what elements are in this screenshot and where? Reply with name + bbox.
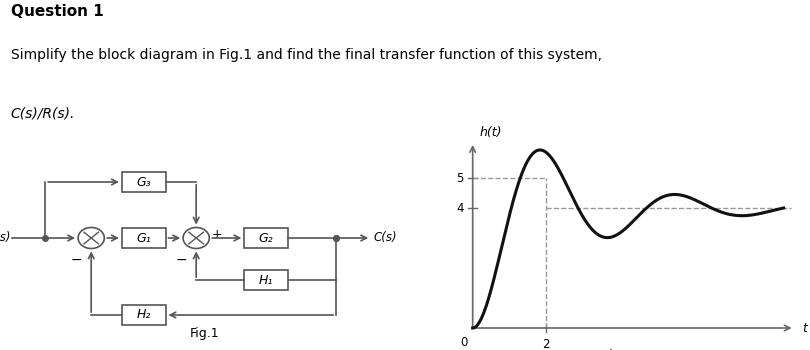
Bar — [122, 305, 165, 325]
Bar — [245, 228, 288, 248]
Text: Fig.1: Fig.1 — [190, 327, 220, 340]
Circle shape — [78, 228, 104, 248]
Text: R(s): R(s) — [0, 231, 11, 245]
Text: 5: 5 — [456, 172, 463, 184]
Text: G₃: G₃ — [136, 175, 151, 189]
Text: Question 1: Question 1 — [11, 4, 104, 19]
Text: Fig.2: Fig.2 — [604, 349, 633, 350]
Text: Simplify the block diagram in Fig.1 and find the final transfer function of this: Simplify the block diagram in Fig.1 and … — [11, 48, 602, 62]
Text: −: − — [175, 253, 186, 267]
Text: h(t): h(t) — [480, 126, 502, 139]
Circle shape — [183, 228, 209, 248]
Text: C(s)/R(s).: C(s)/R(s). — [11, 106, 75, 120]
Text: +: + — [211, 228, 222, 242]
Text: H₁: H₁ — [259, 273, 273, 287]
Text: C(s): C(s) — [373, 231, 397, 245]
Bar — [122, 173, 165, 192]
Text: 4: 4 — [456, 202, 463, 215]
Text: 0: 0 — [460, 336, 467, 349]
Text: t: t — [802, 322, 807, 335]
Text: −: − — [70, 253, 82, 267]
Bar — [245, 270, 288, 290]
Text: H₂: H₂ — [137, 308, 151, 322]
Text: G₁: G₁ — [136, 231, 151, 245]
Text: G₂: G₂ — [259, 231, 274, 245]
Bar — [122, 228, 165, 248]
Text: 2: 2 — [542, 338, 550, 350]
